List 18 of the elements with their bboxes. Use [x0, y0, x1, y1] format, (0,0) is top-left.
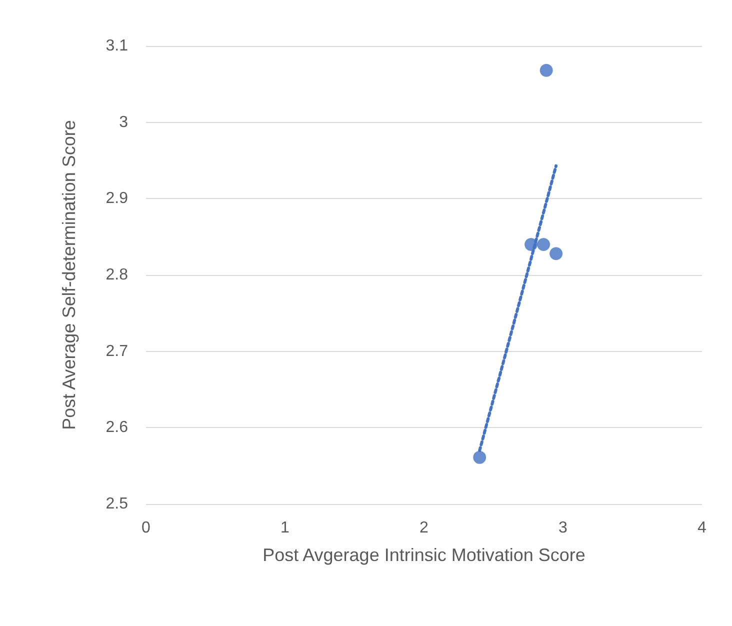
y-tick-label: 3 [119, 114, 128, 131]
y-tick-label: 2.7 [106, 342, 128, 360]
y-tick-label: 3.1 [106, 38, 128, 54]
point [540, 64, 553, 77]
y-axis-title: Post Average Self-determination Score [59, 120, 79, 430]
x-tick-label: 2 [420, 520, 429, 536]
point [537, 238, 550, 251]
x-tick-label: 1 [280, 520, 290, 536]
point [550, 247, 563, 260]
y-tick-label: 2.6 [106, 419, 128, 436]
x-tick-label: 0 [142, 520, 151, 536]
y-tick-label: 2.5 [106, 496, 128, 512]
x-axis-title: Post Avgerage Intrinsic Motivation Score [262, 545, 586, 565]
y-tick-label: 2.8 [106, 266, 128, 284]
x-tick-label: 4 [698, 520, 707, 536]
x-tick-label: 3 [558, 520, 568, 536]
y-tick-label: 2.9 [106, 190, 128, 208]
point [473, 450, 486, 464]
